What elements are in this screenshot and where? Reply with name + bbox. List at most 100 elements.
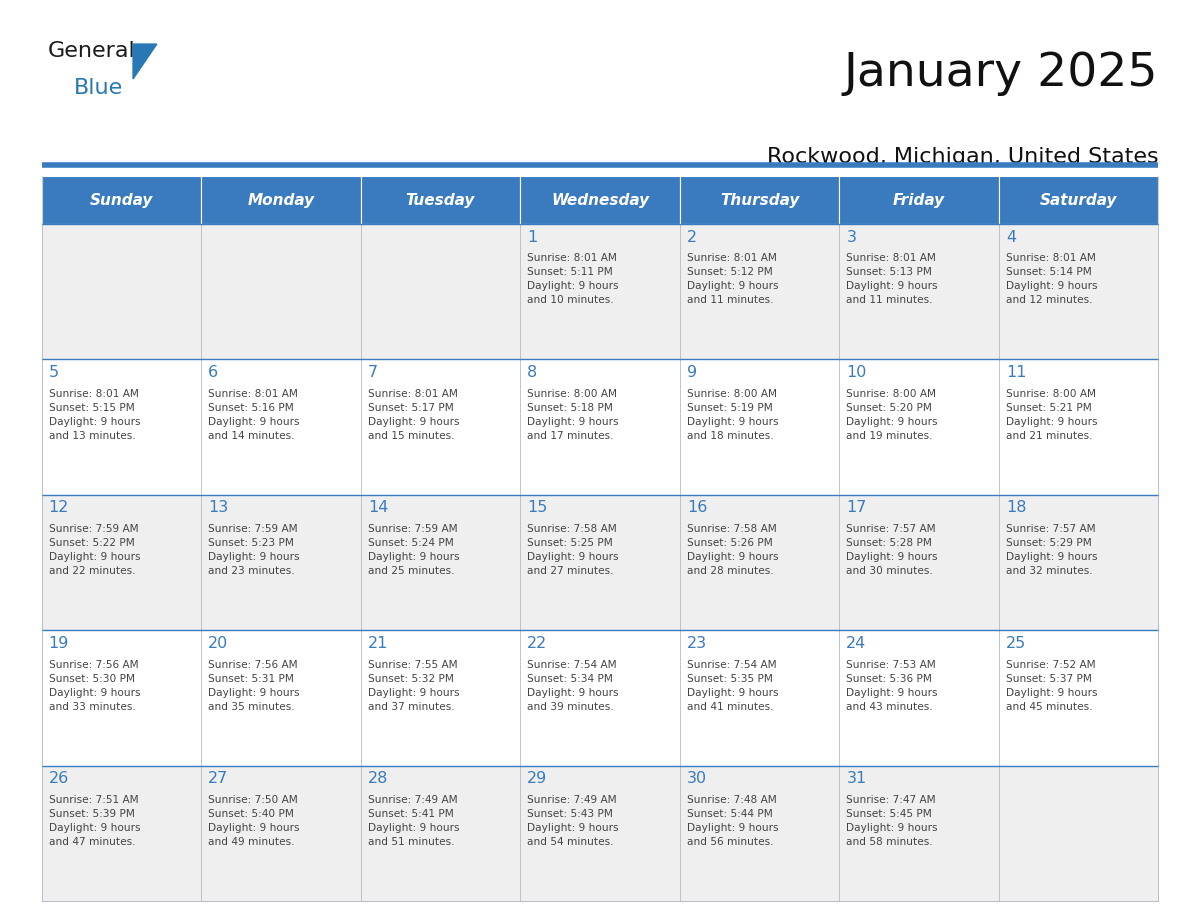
Bar bbox=[839, 495, 999, 631]
Text: 31: 31 bbox=[846, 771, 866, 787]
Text: 10: 10 bbox=[846, 365, 867, 380]
Text: 28: 28 bbox=[368, 771, 388, 787]
Bar bbox=[201, 495, 361, 631]
Polygon shape bbox=[133, 44, 157, 79]
Text: Friday: Friday bbox=[893, 193, 946, 207]
Text: Wednesday: Wednesday bbox=[551, 193, 649, 207]
Text: Sunrise: 7:51 AM
Sunset: 5:39 PM
Daylight: 9 hours
and 47 minutes.: Sunrise: 7:51 AM Sunset: 5:39 PM Dayligh… bbox=[49, 795, 140, 847]
Text: 12: 12 bbox=[49, 500, 69, 516]
Text: Rockwood, Michigan, United States: Rockwood, Michigan, United States bbox=[766, 147, 1158, 167]
Text: Monday: Monday bbox=[247, 193, 315, 207]
Text: 24: 24 bbox=[846, 636, 866, 651]
Bar bbox=[680, 224, 839, 360]
Bar bbox=[361, 360, 520, 495]
Text: 18: 18 bbox=[1006, 500, 1026, 516]
Text: Sunrise: 8:00 AM
Sunset: 5:21 PM
Daylight: 9 hours
and 21 minutes.: Sunrise: 8:00 AM Sunset: 5:21 PM Dayligh… bbox=[1006, 389, 1098, 441]
Bar bbox=[201, 360, 361, 495]
Bar bbox=[999, 360, 1158, 495]
Text: Sunrise: 8:01 AM
Sunset: 5:15 PM
Daylight: 9 hours
and 13 minutes.: Sunrise: 8:01 AM Sunset: 5:15 PM Dayligh… bbox=[49, 389, 140, 441]
Bar bbox=[680, 631, 839, 766]
Bar bbox=[361, 495, 520, 631]
Bar bbox=[520, 176, 680, 224]
Text: 26: 26 bbox=[49, 771, 69, 787]
Bar bbox=[520, 224, 680, 360]
Text: Sunrise: 8:01 AM
Sunset: 5:17 PM
Daylight: 9 hours
and 15 minutes.: Sunrise: 8:01 AM Sunset: 5:17 PM Dayligh… bbox=[368, 389, 460, 441]
Bar bbox=[680, 176, 839, 224]
Bar bbox=[520, 360, 680, 495]
Bar bbox=[42, 360, 201, 495]
Bar bbox=[999, 631, 1158, 766]
Bar bbox=[42, 224, 201, 360]
Text: 2: 2 bbox=[687, 230, 697, 244]
Bar bbox=[839, 224, 999, 360]
Text: 3: 3 bbox=[846, 230, 857, 244]
Text: Sunrise: 7:50 AM
Sunset: 5:40 PM
Daylight: 9 hours
and 49 minutes.: Sunrise: 7:50 AM Sunset: 5:40 PM Dayligh… bbox=[208, 795, 299, 847]
Text: Sunrise: 7:56 AM
Sunset: 5:31 PM
Daylight: 9 hours
and 35 minutes.: Sunrise: 7:56 AM Sunset: 5:31 PM Dayligh… bbox=[208, 660, 299, 711]
Text: General: General bbox=[48, 41, 135, 62]
Text: Sunrise: 7:53 AM
Sunset: 5:36 PM
Daylight: 9 hours
and 43 minutes.: Sunrise: 7:53 AM Sunset: 5:36 PM Dayligh… bbox=[846, 660, 937, 711]
Text: 8: 8 bbox=[527, 365, 537, 380]
Bar bbox=[42, 631, 201, 766]
Text: 20: 20 bbox=[208, 636, 228, 651]
Bar bbox=[839, 176, 999, 224]
Text: January 2025: January 2025 bbox=[843, 51, 1158, 96]
Text: 4: 4 bbox=[1006, 230, 1016, 244]
Text: 16: 16 bbox=[687, 500, 707, 516]
Text: Sunrise: 7:58 AM
Sunset: 5:26 PM
Daylight: 9 hours
and 28 minutes.: Sunrise: 7:58 AM Sunset: 5:26 PM Dayligh… bbox=[687, 524, 778, 577]
Text: Thursday: Thursday bbox=[720, 193, 800, 207]
Text: Sunrise: 7:59 AM
Sunset: 5:23 PM
Daylight: 9 hours
and 23 minutes.: Sunrise: 7:59 AM Sunset: 5:23 PM Dayligh… bbox=[208, 524, 299, 577]
Bar bbox=[201, 766, 361, 901]
Text: 30: 30 bbox=[687, 771, 707, 787]
Bar bbox=[680, 766, 839, 901]
Text: 17: 17 bbox=[846, 500, 867, 516]
Text: 19: 19 bbox=[49, 636, 69, 651]
Text: 9: 9 bbox=[687, 365, 697, 380]
Bar bbox=[999, 224, 1158, 360]
Text: Sunrise: 7:59 AM
Sunset: 5:22 PM
Daylight: 9 hours
and 22 minutes.: Sunrise: 7:59 AM Sunset: 5:22 PM Dayligh… bbox=[49, 524, 140, 577]
Text: Sunrise: 8:01 AM
Sunset: 5:11 PM
Daylight: 9 hours
and 10 minutes.: Sunrise: 8:01 AM Sunset: 5:11 PM Dayligh… bbox=[527, 253, 619, 306]
Text: 1: 1 bbox=[527, 230, 537, 244]
Text: Sunrise: 7:49 AM
Sunset: 5:41 PM
Daylight: 9 hours
and 51 minutes.: Sunrise: 7:49 AM Sunset: 5:41 PM Dayligh… bbox=[368, 795, 460, 847]
Text: Sunrise: 7:59 AM
Sunset: 5:24 PM
Daylight: 9 hours
and 25 minutes.: Sunrise: 7:59 AM Sunset: 5:24 PM Dayligh… bbox=[368, 524, 460, 577]
Text: Sunrise: 8:00 AM
Sunset: 5:18 PM
Daylight: 9 hours
and 17 minutes.: Sunrise: 8:00 AM Sunset: 5:18 PM Dayligh… bbox=[527, 389, 619, 441]
Text: 15: 15 bbox=[527, 500, 548, 516]
Text: Sunrise: 7:58 AM
Sunset: 5:25 PM
Daylight: 9 hours
and 27 minutes.: Sunrise: 7:58 AM Sunset: 5:25 PM Dayligh… bbox=[527, 524, 619, 577]
Text: Sunrise: 8:01 AM
Sunset: 5:12 PM
Daylight: 9 hours
and 11 minutes.: Sunrise: 8:01 AM Sunset: 5:12 PM Dayligh… bbox=[687, 253, 778, 306]
Bar bbox=[999, 766, 1158, 901]
Text: Sunrise: 7:52 AM
Sunset: 5:37 PM
Daylight: 9 hours
and 45 minutes.: Sunrise: 7:52 AM Sunset: 5:37 PM Dayligh… bbox=[1006, 660, 1098, 711]
Bar bbox=[520, 631, 680, 766]
Text: Sunrise: 7:57 AM
Sunset: 5:29 PM
Daylight: 9 hours
and 32 minutes.: Sunrise: 7:57 AM Sunset: 5:29 PM Dayligh… bbox=[1006, 524, 1098, 577]
Text: Sunrise: 7:47 AM
Sunset: 5:45 PM
Daylight: 9 hours
and 58 minutes.: Sunrise: 7:47 AM Sunset: 5:45 PM Dayligh… bbox=[846, 795, 937, 847]
Text: Sunrise: 8:01 AM
Sunset: 5:16 PM
Daylight: 9 hours
and 14 minutes.: Sunrise: 8:01 AM Sunset: 5:16 PM Dayligh… bbox=[208, 389, 299, 441]
Text: 6: 6 bbox=[208, 365, 219, 380]
Text: 21: 21 bbox=[368, 636, 388, 651]
Bar bbox=[839, 631, 999, 766]
Text: Sunrise: 8:01 AM
Sunset: 5:13 PM
Daylight: 9 hours
and 11 minutes.: Sunrise: 8:01 AM Sunset: 5:13 PM Dayligh… bbox=[846, 253, 937, 306]
Bar bbox=[201, 631, 361, 766]
Text: 23: 23 bbox=[687, 636, 707, 651]
Text: Sunrise: 8:00 AM
Sunset: 5:19 PM
Daylight: 9 hours
and 18 minutes.: Sunrise: 8:00 AM Sunset: 5:19 PM Dayligh… bbox=[687, 389, 778, 441]
Bar bbox=[42, 495, 201, 631]
Text: 25: 25 bbox=[1006, 636, 1026, 651]
Text: Sunrise: 7:48 AM
Sunset: 5:44 PM
Daylight: 9 hours
and 56 minutes.: Sunrise: 7:48 AM Sunset: 5:44 PM Dayligh… bbox=[687, 795, 778, 847]
Text: Blue: Blue bbox=[74, 78, 122, 98]
Text: 27: 27 bbox=[208, 771, 228, 787]
Bar bbox=[361, 176, 520, 224]
Bar bbox=[361, 224, 520, 360]
Bar bbox=[680, 495, 839, 631]
Text: Sunday: Sunday bbox=[89, 193, 153, 207]
Bar bbox=[999, 176, 1158, 224]
Bar bbox=[520, 495, 680, 631]
Text: 14: 14 bbox=[368, 500, 388, 516]
Bar bbox=[201, 176, 361, 224]
Bar bbox=[680, 360, 839, 495]
Text: Sunrise: 7:54 AM
Sunset: 5:35 PM
Daylight: 9 hours
and 41 minutes.: Sunrise: 7:54 AM Sunset: 5:35 PM Dayligh… bbox=[687, 660, 778, 711]
Text: 29: 29 bbox=[527, 771, 548, 787]
Bar bbox=[839, 766, 999, 901]
Text: Tuesday: Tuesday bbox=[406, 193, 475, 207]
Text: Sunrise: 7:55 AM
Sunset: 5:32 PM
Daylight: 9 hours
and 37 minutes.: Sunrise: 7:55 AM Sunset: 5:32 PM Dayligh… bbox=[368, 660, 460, 711]
Text: 7: 7 bbox=[368, 365, 378, 380]
Bar bbox=[839, 360, 999, 495]
Text: Sunrise: 8:00 AM
Sunset: 5:20 PM
Daylight: 9 hours
and 19 minutes.: Sunrise: 8:00 AM Sunset: 5:20 PM Dayligh… bbox=[846, 389, 937, 441]
Text: 5: 5 bbox=[49, 365, 59, 380]
